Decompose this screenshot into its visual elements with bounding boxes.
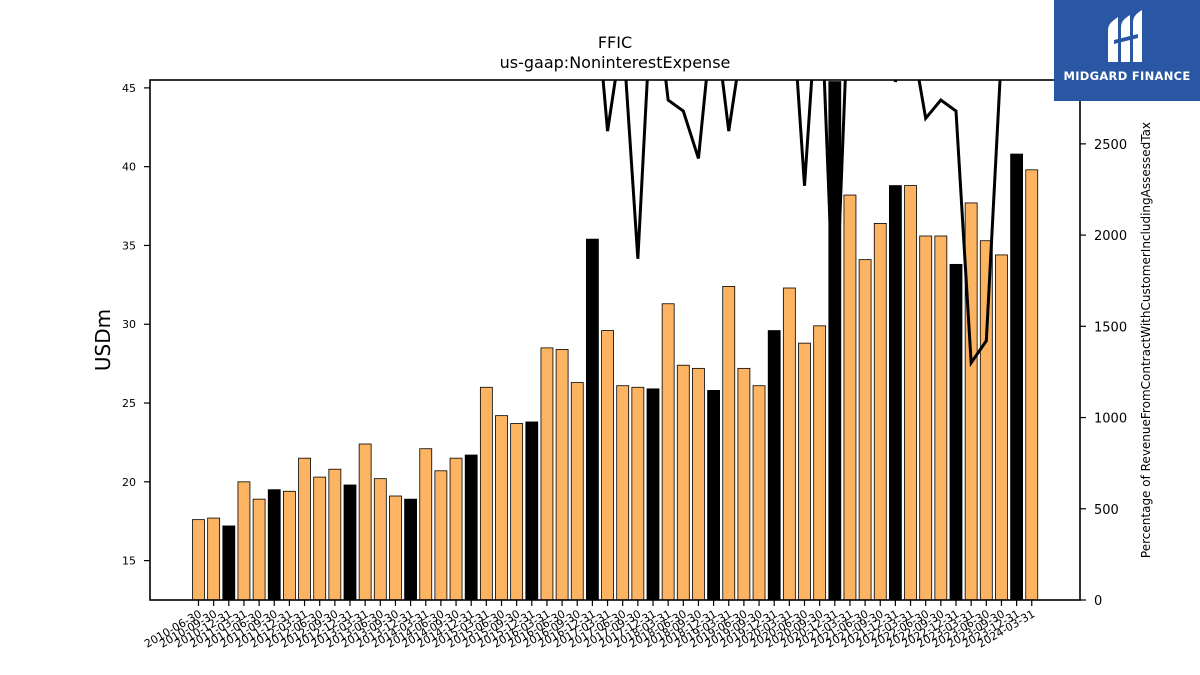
bar: [540, 347, 554, 600]
bar: [222, 525, 236, 600]
bar: [616, 385, 630, 600]
bar: [298, 457, 311, 600]
bar: [267, 489, 281, 600]
bar: [404, 498, 418, 600]
line-group: [601, 80, 1002, 368]
bar: [601, 330, 614, 600]
brand-box: MIDGARD FINANCE: [1054, 0, 1200, 101]
bar: [343, 484, 357, 600]
bar: [192, 519, 205, 600]
brand-name: MIDGARD FINANCE: [1063, 69, 1191, 83]
bar: [525, 421, 539, 600]
bar: [358, 443, 372, 600]
bar: [798, 342, 811, 600]
bar: [873, 222, 887, 600]
bar: [237, 481, 251, 600]
y-tick-label: 45: [122, 82, 136, 95]
chart-subtitle: us-gaap:NoninterestExpense: [500, 53, 731, 72]
y2-tick-label: 2500: [1094, 138, 1127, 153]
bar: [464, 454, 478, 600]
y2-tick-label: 0: [1094, 594, 1102, 609]
y-tick-label: 15: [122, 555, 136, 568]
bar: [1010, 153, 1023, 600]
bar: [434, 470, 448, 600]
bar: [889, 185, 902, 600]
y2-tick-label: 2000: [1094, 229, 1127, 244]
bar: [252, 498, 266, 600]
bar: [328, 468, 342, 600]
bar: [722, 286, 736, 600]
bar: [843, 194, 857, 600]
bar: [555, 349, 569, 600]
bar: [904, 185, 917, 600]
bar: [767, 330, 781, 600]
bar: [949, 263, 963, 600]
bar: [631, 386, 645, 600]
bar: [419, 448, 433, 600]
bar: [858, 259, 872, 600]
bar: [373, 478, 387, 600]
bar: [313, 476, 327, 600]
y2-axis: 0 500 1000 1500 2000 2500: [1080, 138, 1127, 609]
bar: [510, 423, 524, 600]
bar: [661, 303, 675, 600]
bar-group: [192, 81, 1039, 600]
bar: [782, 287, 796, 600]
bar: [1025, 169, 1039, 600]
bar: [676, 364, 690, 600]
plot-frame: [149, 79, 1081, 601]
bar: [646, 388, 660, 600]
bar: [813, 325, 827, 600]
bar: [586, 238, 599, 600]
bar: [737, 367, 751, 600]
series-line: [601, 80, 1002, 368]
bar: [979, 240, 993, 600]
bar: [692, 367, 705, 600]
y-tick-label: 20: [122, 476, 136, 489]
y-axis-label: USDm: [91, 309, 115, 371]
bar: [449, 457, 463, 600]
chart-title: FFIC: [598, 33, 632, 52]
midgard-logo-icon: [1108, 10, 1142, 62]
bar: [479, 386, 493, 600]
y-tick-label: 30: [122, 318, 136, 331]
bar: [995, 254, 1008, 600]
bar: [934, 235, 948, 600]
y2-axis-label: Percentage of RevenueFromContractWithCus…: [1139, 122, 1153, 558]
bar: [964, 202, 978, 600]
y-tick-label: 40: [122, 161, 136, 174]
y2-tick-label: 500: [1094, 503, 1119, 518]
y-tick-label: 25: [122, 397, 136, 410]
bar: [389, 495, 402, 600]
y-tick-label: 35: [122, 239, 136, 252]
bar: [495, 415, 508, 600]
bar: [707, 390, 720, 600]
bar: [570, 382, 584, 600]
bar: [207, 517, 221, 600]
bar: [752, 385, 766, 600]
bar: [919, 235, 933, 600]
bar: [282, 490, 296, 600]
x-axis: 2010-06-302010-09-302010-12-312011-03-31…: [142, 600, 1037, 651]
y-axis: 15 20 25 30 35 40 45: [122, 82, 150, 568]
y2-tick-label: 1500: [1094, 320, 1127, 335]
y2-tick-label: 1000: [1094, 412, 1127, 427]
